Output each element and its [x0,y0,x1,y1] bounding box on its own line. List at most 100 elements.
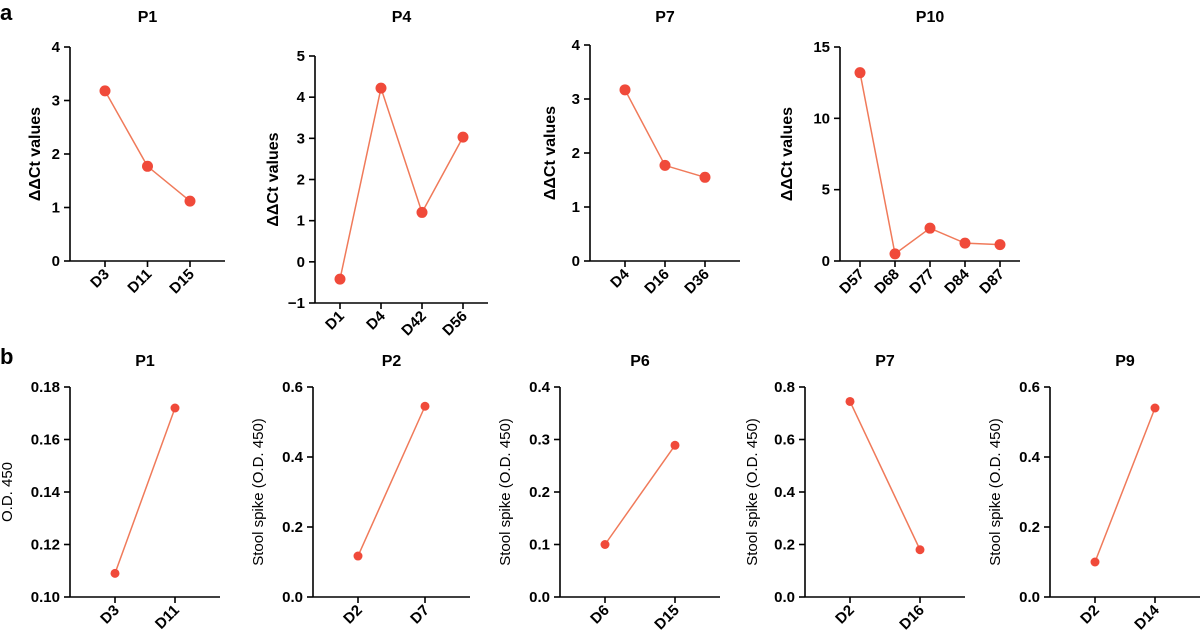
x-tick-label: D7 [407,602,433,628]
x-tick-label: D3 [97,602,123,628]
y-tick-label: 0.2 [774,537,795,554]
x-tick-label: D15 [166,266,197,297]
series-line [849,401,921,551]
x-tick-label: D6 [587,602,613,628]
y-tick-label: 0.4 [282,449,304,466]
data-point [854,67,866,79]
y-tick-label: 0.6 [1019,379,1040,396]
y-tick-label: 5 [297,48,305,65]
chart-b-p6: P6 Stool spike (O.D. 450) 0.0 0.1 0.2 0.3 0.4 D… [497,353,720,633]
y-tick-label: 0.2 [1019,519,1040,536]
y-tick-label: 15 [813,39,830,56]
data-point [1150,403,1160,413]
y-tick-label: 10 [813,110,830,127]
y-tick-label: 3 [572,91,580,108]
y-tick-label: 0 [297,254,305,271]
chart-title: P9 [1115,353,1135,370]
y-axis-label: ΔΔCt values [265,132,282,226]
y-tick-label: 3 [52,93,60,110]
chart-b-p7: P7 Stool spike (O.D. 450) 0.0 0.2 0.4 0.6 0.8 D… [744,353,965,633]
y-tick-label: 0.0 [1019,589,1040,606]
y-tick-label: 0.2 [282,519,303,536]
y-tick-label: 4 [52,39,61,56]
y-axis-label: Stool spike (O.D. 450) [744,418,761,566]
chart-b-p2: P2 Stool spike (O.D. 450) 0.0 0.2 0.4 0.6 D2 D7 [250,353,470,627]
x-tick-label: D3 [87,266,113,292]
x-tick-label: D4 [607,265,633,291]
data-point [142,160,153,172]
data-point [420,401,430,411]
y-tick-label: 0.1 [529,537,550,554]
y-tick-label: 0.18 [31,379,60,396]
y-tick-label: 0.3 [529,432,550,449]
x-tick-label: D4 [363,307,389,333]
x-tick-label: D14 [1131,601,1163,633]
data-point [99,85,111,97]
x-tick-label: D68 [871,266,902,297]
series-line [114,407,176,574]
y-axis-label: Stool spike (O.D. 450) [250,418,267,566]
x-tick-label: D11 [152,602,183,633]
data-point [994,239,1006,251]
data-point [416,206,428,218]
x-tick-label: D2 [1077,602,1103,628]
y-tick-label: 0 [52,253,60,270]
panel-label-b: b [0,344,13,369]
data-point [184,195,196,207]
y-tick-label: 0 [572,253,580,270]
y-axis-label: ΔΔCt values [542,106,559,200]
data-point [959,237,971,249]
chart-a-p4: P4 ΔΔCt values −1 0 1 2 3 4 5 D1 D4 D42 D56 [265,9,488,339]
chart-title: P4 [392,9,412,26]
y-tick-label: 0.10 [31,589,60,606]
data-point [915,545,925,555]
x-tick-label: D77 [906,266,937,297]
data-point [375,82,387,94]
y-tick-label: 0.0 [529,589,550,606]
x-tick-label: D16 [641,266,672,297]
series-line [104,90,191,202]
y-tick-label: 0.16 [31,432,60,449]
y-tick-label: 2 [52,146,60,163]
data-point [353,551,363,561]
y-axis-label: Stool spike (O.D. 450) [987,418,1004,566]
x-tick-label: D36 [681,266,712,297]
data-point [457,131,469,143]
chart-title: P6 [630,353,650,370]
chart-title: P7 [875,353,895,370]
x-tick-label: D87 [976,266,1007,297]
y-axis-label: ΔΔCt values [779,107,796,201]
y-tick-label: 0.0 [774,589,795,606]
chart-b-p9: P9 Stool spike (O.D. 450) 0.0 0.2 0.4 0.6 D2 D1… [987,353,1200,633]
data-point [1090,557,1100,567]
chart-a-p1: P1 ΔΔCt values 0 1 2 3 4 D3 D11 D15 [27,9,225,297]
x-tick-label: D56 [439,308,470,339]
data-point [334,273,346,285]
y-tick-label: 0.4 [529,379,551,396]
y-tick-label: 5 [822,182,830,199]
y-tick-label: 0.12 [31,537,60,554]
chart-a-p7: P7 ΔΔCt values 0 1 2 3 4 D4 D16 D36 [542,9,740,297]
y-tick-label: 0.6 [282,379,303,396]
series-line [339,85,464,280]
chart-title: P7 [655,9,675,26]
y-tick-label: 0 [822,253,830,270]
chart-title: P2 [382,353,402,370]
y-tick-label: 4 [572,37,581,54]
x-tick-label: D11 [124,266,155,297]
y-tick-label: 0.6 [774,432,795,449]
data-point [670,440,680,450]
x-tick-label: D57 [836,266,867,297]
chart-b-p1: P1 O.D. 450 0.10 0.12 0.14 0.16 0.18 D3 D11 [0,353,220,633]
x-tick-label: D42 [398,308,429,339]
data-point [110,568,120,578]
chart-title: P10 [916,9,945,26]
y-tick-label: −1 [288,295,305,312]
x-tick-label: D15 [651,602,682,633]
y-tick-label: 0.2 [529,484,550,501]
series-line [1094,407,1156,563]
x-tick-label: D16 [896,602,927,633]
y-tick-label: 1 [297,213,305,230]
